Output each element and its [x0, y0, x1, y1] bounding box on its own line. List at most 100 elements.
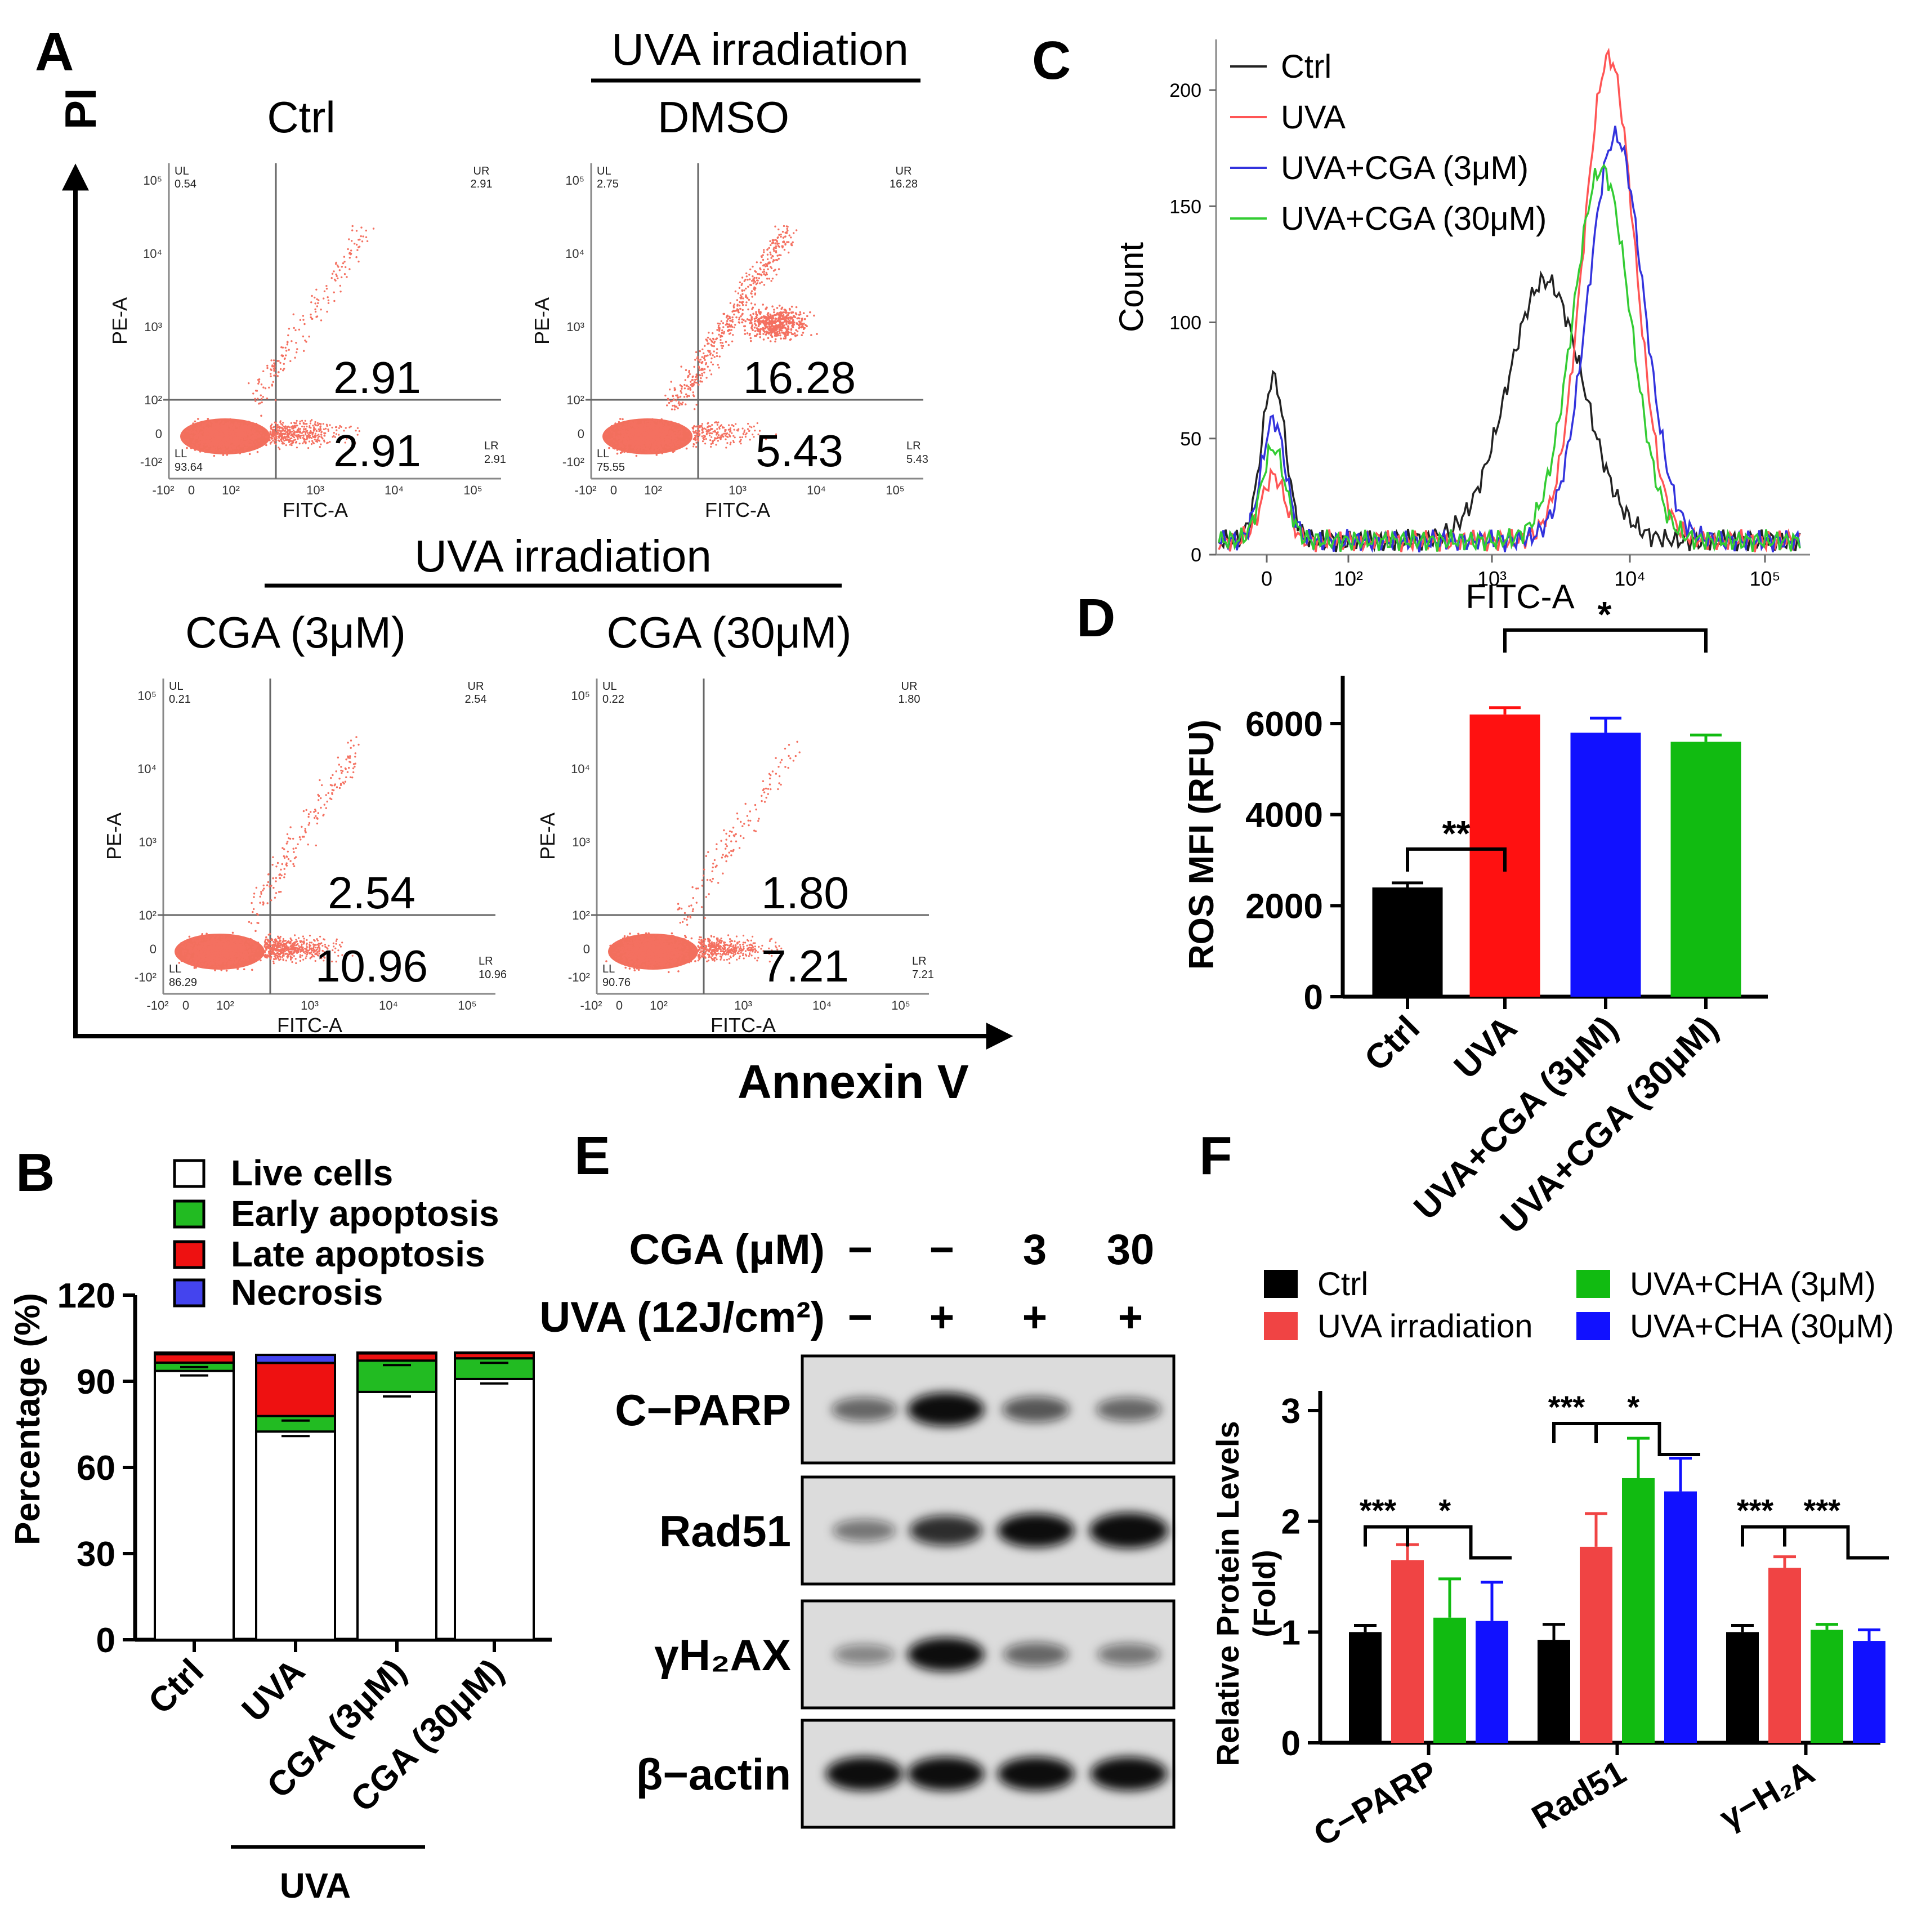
scatter-point — [258, 957, 261, 959]
scatter-point — [343, 256, 346, 258]
scatter-point — [695, 446, 698, 448]
scatter-point — [314, 432, 316, 435]
scatter-point — [777, 320, 780, 322]
scatter-point — [314, 308, 316, 310]
annexin-axis-label: Annexin V — [738, 1055, 969, 1108]
scatter-point — [350, 425, 352, 427]
scatter-point — [801, 325, 803, 328]
scatter-point — [716, 423, 718, 426]
scatter-point — [327, 296, 329, 298]
scatter-point — [230, 447, 232, 449]
scatter-point — [732, 425, 735, 427]
scatter-point — [671, 440, 673, 443]
scatter-point — [664, 442, 666, 444]
scatter-point — [203, 449, 206, 452]
scatter-point — [310, 301, 312, 304]
scatter-point — [664, 426, 667, 429]
scatter-point — [723, 432, 725, 435]
scatter-point — [240, 424, 243, 426]
scatter-point — [604, 433, 607, 436]
scatter-point — [676, 441, 679, 443]
scatter-point — [339, 291, 342, 293]
scatter-point — [196, 427, 199, 429]
scatter-point — [309, 435, 311, 437]
panel-label-a: A — [35, 22, 74, 82]
scatter-point — [323, 290, 326, 292]
scatter-point — [733, 303, 735, 306]
quadrant-tag-ul: UL — [597, 165, 611, 177]
scatter-point — [272, 381, 274, 383]
scatter-point — [305, 341, 307, 343]
scatter-point — [289, 444, 291, 446]
scatter-point — [744, 333, 747, 335]
scatter-point — [732, 334, 734, 336]
scatter-point — [721, 435, 724, 437]
scatter-point — [696, 437, 699, 439]
scatter-point — [698, 369, 701, 372]
scatter-point — [294, 426, 297, 429]
scatter-point — [319, 446, 321, 448]
scatter-point — [740, 315, 742, 318]
scatter-point — [312, 430, 315, 432]
scatter-point — [692, 445, 695, 448]
flow-ylabel: PE-A — [530, 297, 553, 345]
scatter-point — [718, 333, 720, 336]
scatter-point — [716, 329, 718, 331]
flow-x-tick: 0 — [188, 483, 195, 497]
scatter-point — [799, 321, 802, 324]
scatter-point — [273, 434, 275, 436]
scatter-point — [798, 327, 800, 329]
scatter-point — [765, 271, 767, 274]
scatter-point — [186, 430, 189, 432]
scatter-point — [771, 305, 774, 307]
scatter-point — [705, 377, 708, 379]
scatter-point — [300, 437, 302, 439]
scatter-point — [743, 433, 745, 435]
scatter-point — [303, 426, 306, 428]
scatter-point — [716, 352, 718, 354]
scatter-point — [767, 337, 770, 340]
scatter-point — [735, 316, 738, 319]
scatter-point — [634, 429, 637, 431]
scatter-point — [704, 363, 707, 365]
scatter-point — [753, 327, 756, 329]
scatter-point — [619, 429, 622, 431]
scatter-point — [354, 442, 356, 444]
scatter-point — [275, 422, 277, 425]
scatter-point — [739, 281, 741, 284]
scatter-point — [204, 439, 206, 441]
scatter-point — [288, 436, 290, 438]
scatter-point — [259, 429, 261, 431]
scatter-point — [341, 276, 343, 279]
scatter-point — [629, 434, 632, 436]
scatter-point — [236, 443, 239, 445]
scatter-point — [731, 316, 734, 319]
scatter-point — [618, 443, 621, 445]
scatter-point — [763, 249, 765, 251]
scatter-point — [278, 435, 280, 438]
scatter-point — [220, 441, 222, 444]
scatter-point — [716, 355, 718, 358]
scatter-point — [220, 437, 223, 440]
scatter-point — [291, 444, 293, 447]
scatter-point — [707, 365, 709, 368]
scatter-point — [770, 335, 773, 337]
scatter-point — [666, 447, 668, 449]
scatter-point — [291, 340, 293, 342]
scatter-point — [278, 371, 280, 373]
scatter-point — [715, 444, 717, 446]
scatter-point — [655, 426, 658, 429]
scatter-point — [775, 250, 777, 252]
scatter-point — [256, 450, 259, 453]
scatter-point — [292, 441, 294, 444]
scatter-point — [766, 253, 769, 256]
scatter-point — [299, 428, 302, 430]
scatter-point — [287, 430, 289, 432]
scatter-point — [704, 355, 706, 357]
quadrant-tag-ll: LL — [169, 963, 181, 975]
scatter-point — [199, 432, 201, 435]
scatter-point — [688, 369, 690, 372]
scatter-point — [213, 447, 216, 449]
scatter-point — [241, 427, 244, 429]
scatter-point — [774, 242, 776, 244]
